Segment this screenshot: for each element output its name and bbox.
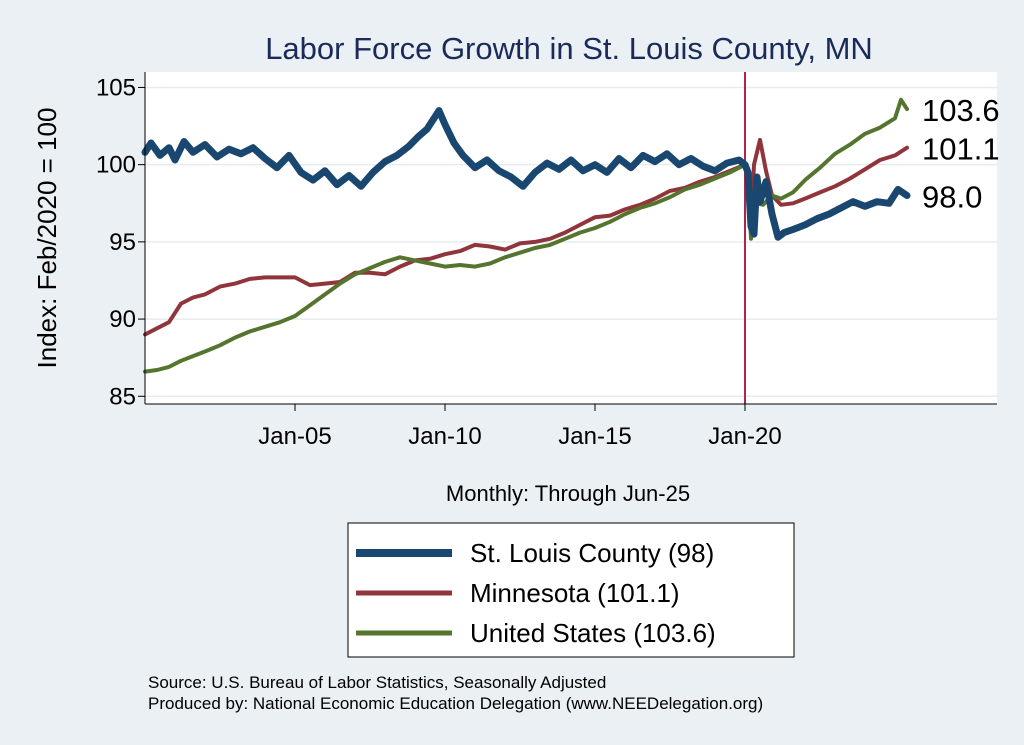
- end-label-2: 103.6: [922, 93, 1000, 128]
- y-tick-label: 100: [96, 152, 136, 179]
- series-line-0: [141, 107, 911, 241]
- y-tick-label: 90: [109, 306, 136, 333]
- end-labels: 98.0 101.1 103.6: [922, 93, 1000, 214]
- series-line-1: [143, 137, 909, 337]
- legend: St. Louis County (98) Minnesota (101.1) Un…: [347, 522, 795, 658]
- y-tick-label: 105: [96, 74, 136, 101]
- producer-note: Produced by: National Economic Education…: [148, 694, 763, 713]
- legend-label-0: St. Louis County (98): [470, 538, 714, 568]
- x-tick-label: Jan-05: [258, 423, 331, 450]
- source-note: Source: U.S. Bureau of Labor Statistics,…: [148, 673, 606, 692]
- x-ticks: Jan-05 Jan-10 Jan-15 Jan-20: [258, 404, 782, 450]
- series-layer: [141, 97, 911, 374]
- y-tick-label: 85: [109, 383, 136, 410]
- x-axis-title: Monthly: Through Jun-25: [446, 481, 690, 506]
- chart-title: Labor Force Growth in St. Louis County, …: [265, 31, 873, 66]
- y-axis-title: Index: Feb/2020 = 100: [32, 108, 62, 369]
- grid: [145, 86, 997, 398]
- x-tick-label: Jan-20: [708, 423, 781, 450]
- x-tick-label: Jan-15: [558, 423, 631, 450]
- end-label-1: 101.1: [922, 132, 1000, 167]
- x-tick-label: Jan-10: [408, 423, 481, 450]
- y-ticks: 85 90 95 100 105: [96, 74, 145, 410]
- y-tick-label: 95: [109, 229, 136, 256]
- series-line-2: [143, 97, 909, 374]
- legend-label-2: United States (103.6): [470, 618, 716, 648]
- end-label-0: 98.0: [922, 180, 982, 215]
- legend-label-1: Minnesota (101.1): [470, 578, 680, 608]
